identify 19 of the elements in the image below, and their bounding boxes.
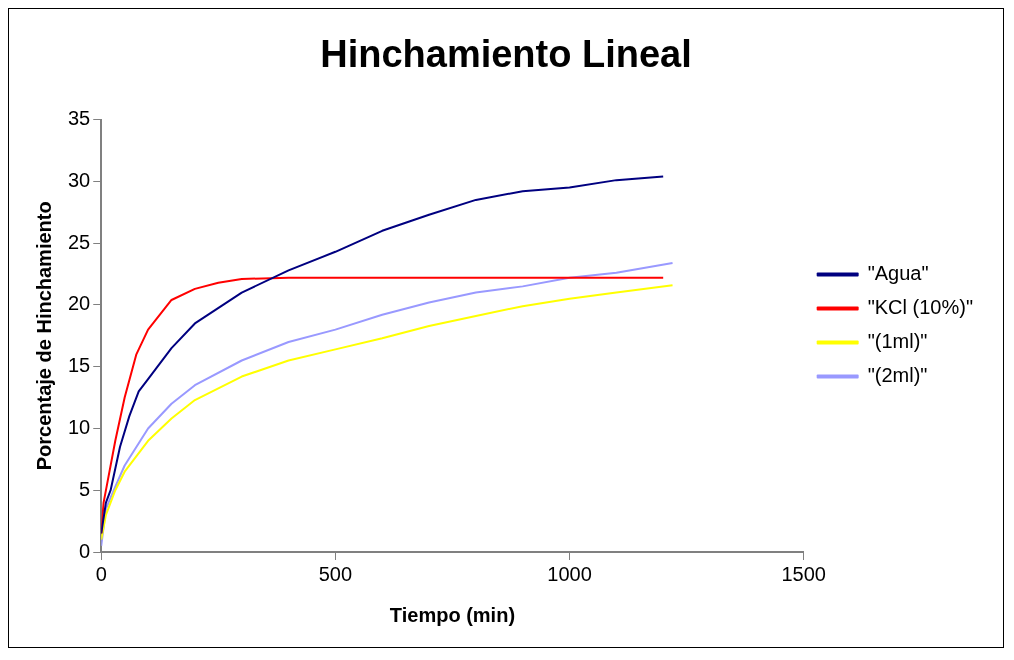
y-tick-label: 0	[79, 539, 91, 562]
x-tick-label: 1000	[547, 562, 592, 585]
y-axis-title: Porcentaje de Hinchamiento	[32, 201, 55, 471]
y-tick-label: 5	[79, 477, 91, 500]
x-tick-label: 0	[95, 562, 107, 585]
y-tick-label: 15	[68, 354, 91, 377]
legend-label: "KCl (10%)"	[867, 296, 974, 319]
x-tick-label: 500	[318, 562, 353, 585]
x-axis-title: Tiempo (min)	[389, 603, 516, 626]
y-tick-label: 30	[68, 168, 91, 191]
y-tick-label: 25	[68, 230, 91, 253]
x-tick-label: 1500	[781, 562, 826, 585]
legend-label: "(1ml)"	[867, 330, 928, 353]
legend-label: "Agua"	[867, 262, 929, 285]
legend-label: "(2ml)"	[867, 364, 928, 387]
y-tick-label: 35	[68, 107, 91, 130]
y-tick-label: 10	[68, 415, 91, 438]
chart-title: Hinchamiento Lineal	[320, 33, 692, 76]
y-tick-label: 20	[68, 292, 91, 315]
